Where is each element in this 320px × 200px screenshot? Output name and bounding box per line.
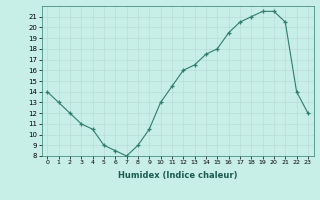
X-axis label: Humidex (Indice chaleur): Humidex (Indice chaleur) xyxy=(118,171,237,180)
